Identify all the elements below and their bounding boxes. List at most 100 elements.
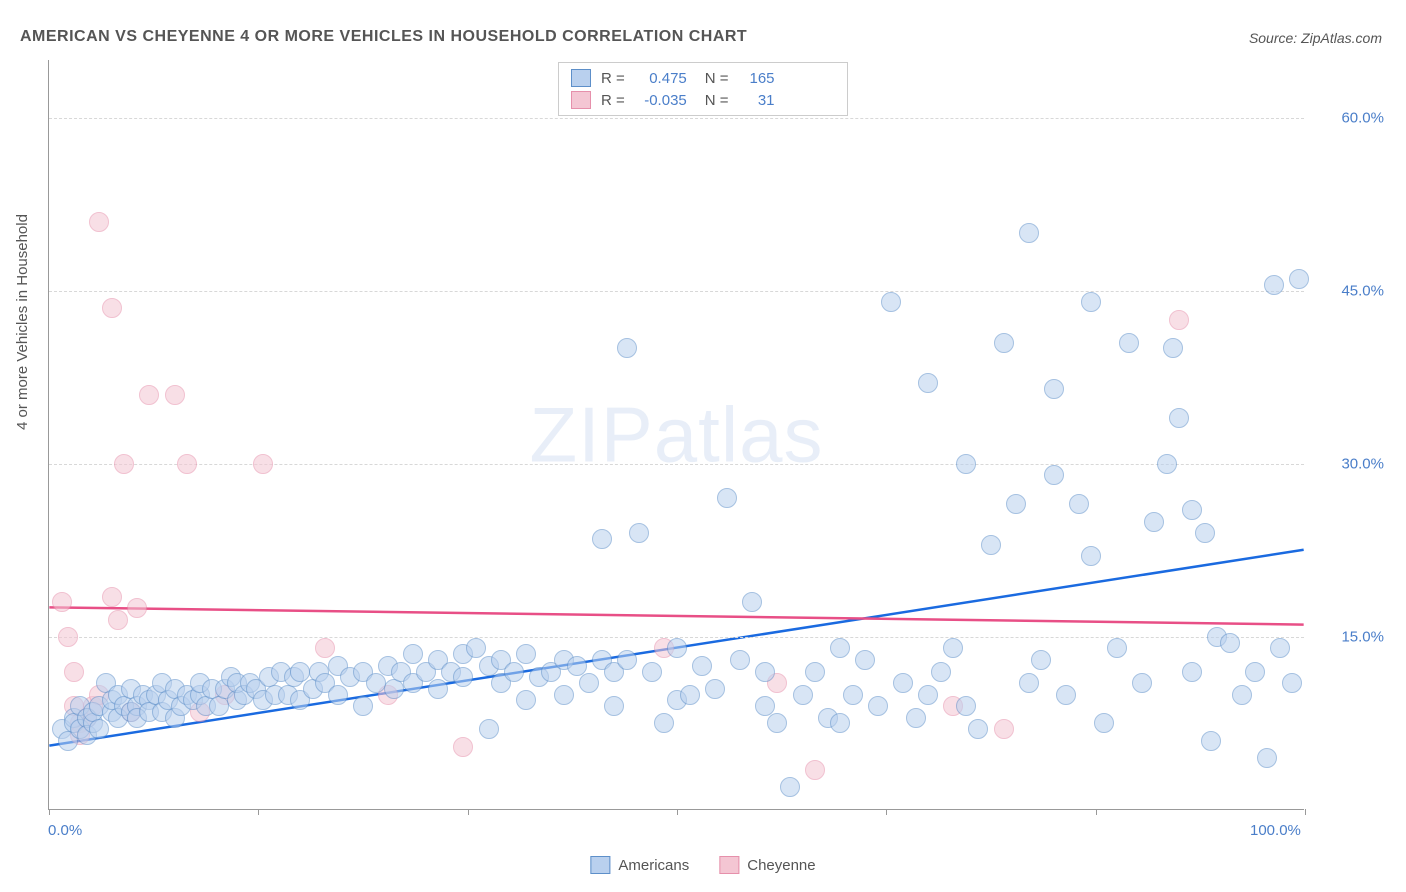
data-point — [956, 454, 976, 474]
x-tick-label: 0.0% — [48, 822, 82, 839]
watermark: ZIPatlas — [529, 389, 823, 480]
x-tick — [258, 809, 259, 815]
data-point — [742, 592, 762, 612]
data-point — [680, 685, 700, 705]
data-point — [1232, 685, 1252, 705]
data-point — [1056, 685, 1076, 705]
data-point — [177, 454, 197, 474]
data-point — [52, 592, 72, 612]
data-point — [642, 662, 662, 682]
data-point — [1031, 650, 1051, 670]
data-point — [567, 656, 587, 676]
data-point — [805, 662, 825, 682]
data-point — [366, 673, 386, 693]
y-tick-label: 15.0% — [1341, 628, 1384, 645]
data-point — [617, 338, 637, 358]
chart-title: AMERICAN VS CHEYENNE 4 OR MORE VEHICLES … — [20, 28, 747, 46]
x-tick — [886, 809, 887, 815]
y-tick-label: 45.0% — [1341, 282, 1384, 299]
legend-swatch — [571, 69, 591, 87]
stat-label: N = — [705, 70, 729, 87]
data-point — [1169, 310, 1189, 330]
stats-legend: R =0.475N =165R =-0.035N =31 — [558, 62, 848, 116]
data-point — [1019, 673, 1039, 693]
y-axis-label: 4 or more Vehicles in Household — [14, 214, 31, 430]
x-tick — [49, 809, 50, 815]
legend-swatch — [719, 856, 739, 874]
gridline — [49, 118, 1304, 119]
data-point — [1094, 713, 1114, 733]
stat-value: 165 — [739, 70, 775, 87]
data-point — [108, 610, 128, 630]
data-point — [617, 650, 637, 670]
x-tick — [677, 809, 678, 815]
data-point — [968, 719, 988, 739]
data-point — [705, 679, 725, 699]
data-point — [209, 696, 229, 716]
data-point — [906, 708, 926, 728]
data-point — [730, 650, 750, 670]
data-point — [843, 685, 863, 705]
legend-label: Cheyenne — [747, 857, 815, 874]
data-point — [830, 713, 850, 733]
data-point — [453, 667, 473, 687]
source-label: Source: ZipAtlas.com — [1249, 30, 1382, 46]
data-point — [1069, 494, 1089, 514]
data-point — [428, 679, 448, 699]
data-point — [1006, 494, 1026, 514]
data-point — [1182, 662, 1202, 682]
data-point — [805, 760, 825, 780]
data-point — [114, 454, 134, 474]
data-point — [1132, 673, 1152, 693]
data-point — [504, 662, 524, 682]
data-point — [1169, 408, 1189, 428]
data-point — [881, 292, 901, 312]
data-point — [403, 644, 423, 664]
data-point — [1289, 269, 1309, 289]
data-point — [868, 696, 888, 716]
data-point — [994, 333, 1014, 353]
data-point — [384, 679, 404, 699]
x-tick — [1096, 809, 1097, 815]
data-point — [1044, 379, 1064, 399]
x-tick-label: 100.0% — [1250, 822, 1301, 839]
data-point — [102, 298, 122, 318]
data-point — [1257, 748, 1277, 768]
data-point — [956, 696, 976, 716]
footer-legend: Americans Cheyenne — [590, 856, 815, 874]
data-point — [1245, 662, 1265, 682]
stats-row: R =-0.035N =31 — [571, 89, 835, 111]
y-tick-label: 60.0% — [1341, 109, 1384, 126]
data-point — [717, 488, 737, 508]
data-point — [466, 638, 486, 658]
data-point — [89, 719, 109, 739]
data-point — [592, 529, 612, 549]
data-point — [328, 685, 348, 705]
legend-item: Americans — [590, 856, 689, 874]
data-point — [1107, 638, 1127, 658]
data-point — [994, 719, 1014, 739]
data-point — [579, 673, 599, 693]
stat-label: N = — [705, 92, 729, 109]
x-tick — [1305, 809, 1306, 815]
data-point — [127, 598, 147, 618]
data-point — [290, 662, 310, 682]
data-point — [1144, 512, 1164, 532]
data-point — [1081, 292, 1101, 312]
data-point — [780, 777, 800, 797]
data-point — [253, 454, 273, 474]
data-point — [918, 685, 938, 705]
data-point — [139, 385, 159, 405]
data-point — [943, 638, 963, 658]
data-point — [1119, 333, 1139, 353]
y-tick-label: 30.0% — [1341, 455, 1384, 472]
data-point — [755, 696, 775, 716]
plot-area: ZIPatlas — [48, 60, 1304, 810]
data-point — [893, 673, 913, 693]
data-point — [1163, 338, 1183, 358]
data-point — [918, 373, 938, 393]
data-point — [830, 638, 850, 658]
data-point — [58, 627, 78, 647]
x-tick — [468, 809, 469, 815]
data-point — [516, 644, 536, 664]
